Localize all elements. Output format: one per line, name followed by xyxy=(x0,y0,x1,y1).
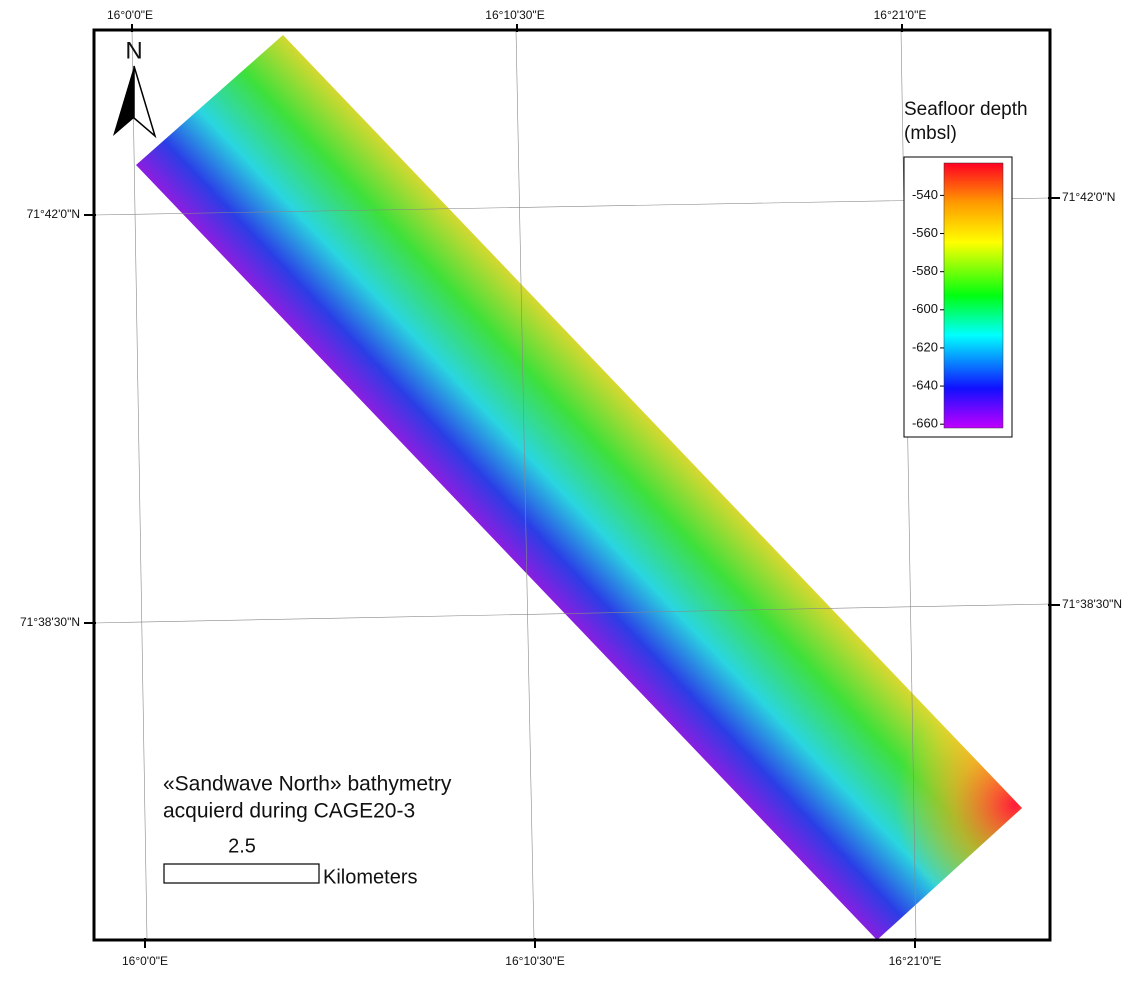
north-label: N xyxy=(125,37,142,64)
scale-bar xyxy=(164,864,319,883)
graticule-label: 16°0'0"E xyxy=(122,954,168,968)
legend-tick-label: -620 xyxy=(912,339,938,354)
scale-unit: Kilometers xyxy=(323,866,417,888)
graticule-label: 16°0'0"E xyxy=(107,8,153,22)
graticule-label: 16°21'0"E xyxy=(874,8,927,22)
legend-tick-label: -600 xyxy=(912,301,938,316)
legend-tick-label: -580 xyxy=(912,263,938,278)
caption: «Sandwave North» bathymetry xyxy=(163,773,452,796)
graticule-label: 16°10'30"E xyxy=(485,8,544,22)
graticule-label: 71°38'30"N xyxy=(20,615,80,629)
map: N Seafloor depth (mbsl) «Sandwave North»… xyxy=(0,0,1140,976)
legend-tick-label: -560 xyxy=(912,225,938,240)
graticule-label: 71°38'30"N xyxy=(1062,597,1122,611)
legend-tick-label: -540 xyxy=(912,187,938,202)
caption: acquierd during CAGE20-3 xyxy=(163,800,415,823)
legend-title: Seafloor depth xyxy=(904,99,1028,120)
legend-tick-label: -660 xyxy=(912,416,938,431)
graticule-label: 71°42'0"N xyxy=(1062,190,1115,204)
legend-title: (mbsl) xyxy=(904,123,957,144)
scale-value: 2.5 xyxy=(228,835,256,857)
legend-tick-label: -640 xyxy=(912,377,938,392)
color-bar xyxy=(944,163,1003,428)
graticule-label: 71°42'0"N xyxy=(27,207,80,221)
graticule-label: 16°21'0"E xyxy=(889,954,942,968)
north-arrow xyxy=(113,66,155,136)
graticule-label: 16°10'30"E xyxy=(505,954,564,968)
